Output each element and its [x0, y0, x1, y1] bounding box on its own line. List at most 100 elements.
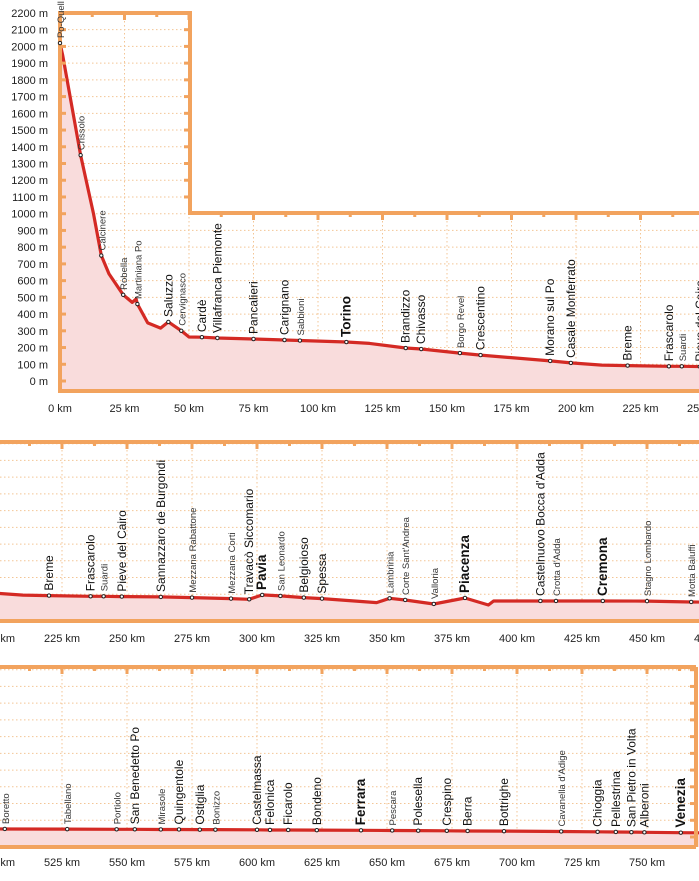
y-tick-label: 900 m — [17, 225, 48, 237]
y-tick-label: 2100 m — [11, 25, 48, 37]
station-label: Crescentino — [474, 286, 488, 350]
station-marker: Spessa — [315, 553, 329, 601]
x-tick-label: 575 km — [174, 857, 210, 869]
y-tick-label: 1200 m — [11, 175, 48, 187]
station-dot — [625, 363, 630, 368]
station-marker: Crespino — [440, 777, 454, 834]
x-tick-label: 300 km — [239, 633, 275, 645]
station-marker: Mezzana Corti — [227, 532, 238, 601]
station-label: Tabellano — [63, 783, 74, 824]
y-tick-label: 500 m — [17, 292, 48, 304]
station-dot — [548, 358, 553, 364]
station-marker: Borgo Revel — [456, 296, 467, 356]
station-label: Sannazzaro de Burgondi — [154, 460, 168, 592]
station-label: Cervignasco — [177, 273, 188, 326]
station-marker: Stagno Lombardo — [643, 521, 654, 604]
station-marker: Boretto — [1, 793, 12, 832]
station-dot — [478, 352, 483, 358]
y-tick-label: 300 m — [17, 326, 48, 338]
y-tick-label: 1900 m — [11, 58, 48, 70]
station-label: Calcinere — [97, 210, 108, 250]
station-dot — [344, 339, 349, 345]
station-marker: Tabellano — [63, 783, 74, 832]
y-tick-label: 1500 m — [11, 125, 48, 137]
station-marker: Torino — [338, 296, 353, 345]
station-dot — [251, 336, 256, 342]
station-dot — [629, 829, 634, 835]
station-marker: Bottrighe — [497, 778, 511, 834]
x-tick-label: 450 km — [629, 633, 665, 645]
y-tick-label: 1800 m — [11, 75, 48, 87]
station-dot — [403, 597, 408, 603]
y-tick-label: 1600 m — [11, 108, 48, 120]
station-dot — [462, 595, 468, 601]
station-marker: Breme — [42, 555, 56, 598]
station-dot — [166, 319, 171, 325]
x-tick-label: 650 km — [369, 857, 405, 869]
station-marker: Chivasso — [414, 294, 428, 352]
station-label: San Leonardo — [276, 531, 287, 591]
station-marker: Calcinere — [97, 210, 108, 258]
profile-area — [0, 593, 699, 621]
station-dot — [559, 829, 564, 834]
station-label: Pavia — [254, 554, 269, 590]
y-tick-label: 0 m — [30, 376, 48, 388]
x-tick-label: 200 km — [0, 633, 15, 645]
station-dot — [197, 827, 203, 832]
profile-area — [0, 828, 699, 847]
station-marker: Quingentole — [172, 759, 186, 832]
station-dot — [282, 337, 287, 343]
x-tick-label: 500 km — [0, 857, 15, 869]
panel-2: Casale MonferratoBremeFrascaroloSuardiPi… — [0, 440, 699, 645]
x-tick-label: 350 km — [369, 633, 405, 645]
station-dot — [679, 364, 684, 369]
x-tick-label: 175 km — [493, 403, 529, 415]
y-tick-label: 2200 m — [11, 8, 48, 20]
station-marker: Robella — [119, 257, 130, 298]
station-marker: Po-Quell — [56, 1, 67, 46]
station-dot — [403, 345, 408, 351]
station-dot — [568, 360, 574, 366]
station-marker: Berra — [461, 796, 475, 834]
x-tick-label: 250 km — [687, 403, 699, 415]
y-tick-label: 1400 m — [11, 142, 48, 154]
station-marker: Castelmassa — [250, 755, 264, 833]
panel-3: Boretto Tabellano Portiolo San Benedetto Po… — [0, 665, 699, 869]
x-tick-label: 125 km — [364, 403, 400, 415]
station-dot — [301, 595, 306, 600]
station-dot — [644, 598, 650, 604]
station-label: Bottrighe — [497, 778, 511, 826]
station-label: Mezzana Rabattone — [188, 508, 199, 593]
station-label: Frascarolo — [662, 304, 676, 361]
station-dot — [416, 828, 421, 833]
station-label: Breme — [42, 555, 56, 591]
station-marker: Castelnuovo Bocca d'Adda — [533, 452, 547, 604]
station-dot — [314, 827, 319, 833]
y-tick-label: 800 m — [17, 242, 48, 254]
station-marker: Motta Baluffi — [687, 544, 698, 605]
station-marker: Ostiglia — [193, 784, 207, 832]
station-dot — [286, 827, 291, 833]
station-dot — [119, 594, 125, 599]
station-dot — [457, 350, 463, 356]
x-tick-label: 100 km — [300, 403, 336, 415]
station-label: Chivasso — [414, 294, 428, 344]
station-label: Castelmassa — [250, 755, 264, 825]
x-tick-label: 625 km — [304, 857, 340, 869]
station-label: Martiniana Po — [133, 240, 144, 299]
station-marker: Suardi — [678, 334, 689, 369]
y-tick-label: 100 m — [17, 359, 48, 371]
station-dot — [114, 827, 119, 832]
station-dot — [88, 594, 93, 599]
station-dot — [2, 826, 7, 832]
station-marker: Pieve del Cairo — [115, 510, 129, 599]
station-label: Quingentole — [172, 759, 186, 824]
station-dot — [158, 594, 164, 600]
station-label: Belgioioso — [297, 537, 311, 593]
station-dot — [297, 338, 303, 343]
station-label: Travacò Siccomario — [242, 488, 256, 594]
station-marker: Pavia — [254, 554, 269, 598]
station-dot — [319, 596, 325, 601]
station-label: Saluzzo — [161, 274, 175, 317]
station-marker: Martiniana Po — [133, 240, 144, 307]
